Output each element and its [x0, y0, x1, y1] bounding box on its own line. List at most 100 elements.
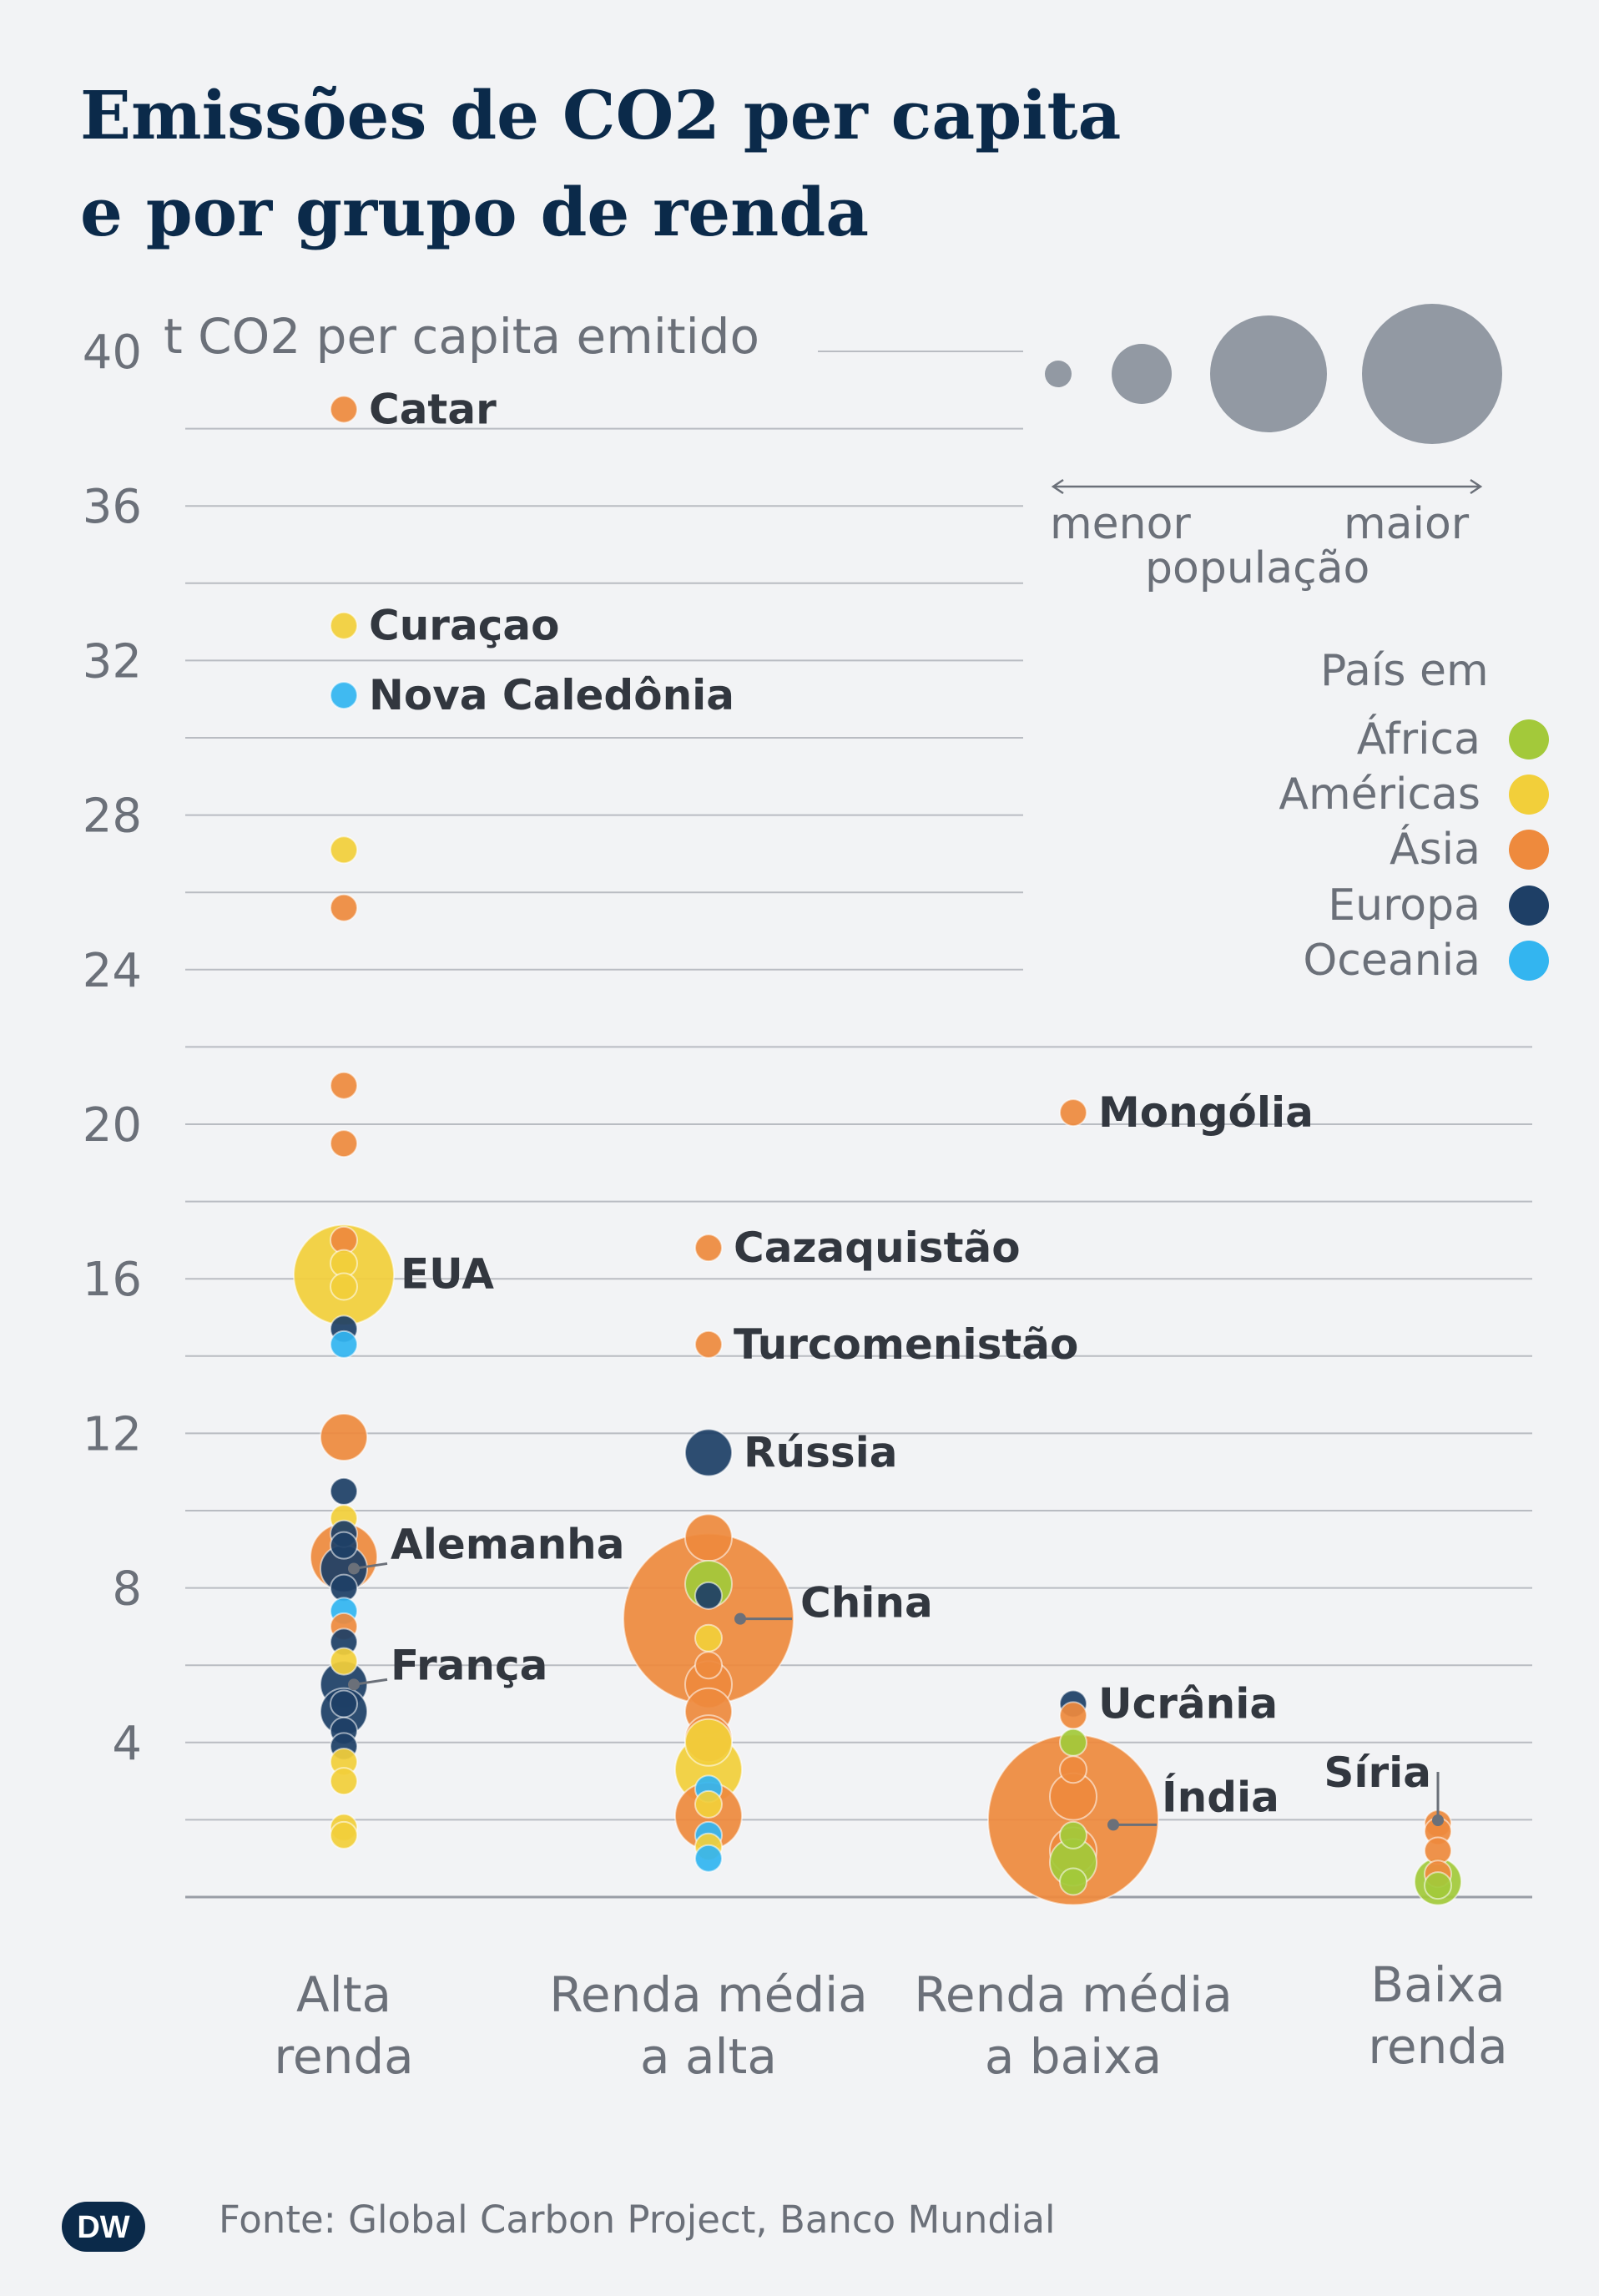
y-tick-label: 32: [83, 634, 142, 689]
country-label: Catar: [369, 385, 497, 433]
country-label: Ucrânia: [1098, 1680, 1278, 1728]
color-legend-label: Américas: [1279, 770, 1480, 820]
source-note: Fonte: Global Carbon Project, Banco Mund…: [219, 2198, 1056, 2242]
size-legend-arrow: [1051, 478, 1483, 495]
bubble: [330, 1272, 358, 1301]
bubble: [330, 1820, 358, 1849]
bubble: [684, 1718, 733, 1767]
x-category-label: Baixa renda: [1368, 1956, 1507, 2075]
y-tick-label: 12: [83, 1407, 142, 1461]
x-category-label: Renda média a baixa: [914, 1966, 1233, 2085]
bubble: [1059, 1867, 1087, 1896]
bubble: [330, 835, 358, 865]
bubble: [694, 1623, 723, 1653]
y-axis-label: t CO2 per capita emitido: [164, 308, 759, 365]
bubble: [684, 1513, 733, 1562]
country-label: Rússia: [744, 1429, 898, 1477]
bubbles: [293, 395, 1462, 1906]
bubble: [1059, 1755, 1087, 1784]
bubble: [330, 1476, 358, 1506]
dw-logo-text: DW: [77, 2210, 129, 2245]
size-legend-bubble: [1210, 315, 1327, 432]
country-label: Mongólia: [1098, 1088, 1314, 1137]
bubble: [694, 1330, 723, 1359]
bubble: [1424, 1871, 1452, 1900]
country-label: Alemanha: [391, 1520, 625, 1568]
color-legend-label: Europa: [1328, 881, 1480, 931]
y-tick-label: 16: [83, 1253, 142, 1307]
bubble: [330, 1689, 358, 1718]
leader-dot: [348, 1562, 360, 1575]
leader-dot: [734, 1612, 746, 1625]
country-label: Nova Caledônia: [369, 671, 734, 719]
bubble: [1059, 1820, 1087, 1849]
x-category-label: Renda média a alta: [549, 1966, 868, 2085]
chart-title-line1: Emissões de CO2 per capita: [80, 76, 1122, 154]
country-label: EUA: [401, 1250, 494, 1299]
bubble: [684, 1428, 733, 1477]
bubble: [330, 1531, 358, 1560]
y-tick-label: 20: [83, 1098, 142, 1153]
bubble: [330, 1647, 358, 1676]
bubble: [330, 681, 358, 710]
y-tick-label: 40: [83, 325, 142, 380]
bubble: [330, 1129, 358, 1158]
chart-title-line2: e por grupo de renda: [80, 173, 870, 251]
y-tick-label: 36: [83, 480, 142, 534]
bubble: [1059, 1728, 1087, 1757]
callouts: Catar Curaçao Nova Caledônia EUA Alemanha Fra…: [348, 385, 1444, 1831]
size-legend-bubble: [1362, 304, 1502, 444]
bubble: [330, 395, 358, 424]
color-legend-swatch: [1509, 719, 1549, 759]
chart-title: Emissões de CO2 per capita e por grupo d…: [80, 67, 1248, 260]
country-label: Curaçao: [369, 602, 559, 650]
bubble: [694, 1581, 723, 1610]
bubble: [330, 1767, 358, 1796]
bubble: [694, 1789, 723, 1819]
y-tick-labels: 4 8 12 16 20 24 28 32 36 40: [83, 325, 142, 1771]
bubble: [320, 1413, 368, 1462]
bubble: [330, 1330, 358, 1359]
gridlines: [185, 351, 1532, 1899]
color-legend-swatch: [1509, 775, 1549, 815]
color-legend-label: Oceania: [1303, 936, 1480, 986]
y-tick-label: 28: [83, 790, 142, 844]
size-legend-bubble: [1112, 344, 1172, 404]
x-category-label: Alta renda: [274, 1966, 413, 2085]
color-legend-swatch: [1509, 941, 1549, 981]
y-tick-label: 24: [83, 944, 142, 998]
y-tick-label: 8: [112, 1562, 142, 1617]
x-category-labels: Alta renda Renda média a alta Renda média a b…: [274, 1956, 1507, 2085]
color-legend-label: África: [1357, 714, 1480, 764]
color-legend-title: País em: [1320, 646, 1489, 696]
bubble: [1059, 1701, 1087, 1730]
country-label: Cazaquistão: [734, 1224, 1021, 1272]
bubble: [694, 1651, 723, 1680]
bubble: [694, 1234, 723, 1263]
leader-dot: [1107, 1819, 1119, 1831]
size-legend-title: população: [1145, 543, 1370, 593]
bubble: [1059, 1098, 1087, 1128]
bubble: [694, 1844, 723, 1873]
country-label: Turcomenistão: [734, 1320, 1078, 1369]
leader-dot: [1432, 1814, 1444, 1827]
country-label: China: [800, 1579, 933, 1627]
bubble: [330, 1071, 358, 1100]
bubble: [330, 893, 358, 922]
color-legend-swatch: [1509, 830, 1549, 870]
size-legend-high-label: maior: [1344, 499, 1470, 549]
y-tick-label: 4: [112, 1717, 142, 1771]
country-label: Síria: [1324, 1748, 1431, 1797]
bubble: [330, 611, 358, 640]
country-label: Índia: [1162, 1772, 1279, 1821]
color-legend-swatch: [1509, 886, 1549, 926]
size-legend: [1045, 304, 1502, 495]
color-legend-label: Ásia: [1390, 824, 1480, 875]
size-legend-bubble: [1045, 361, 1072, 387]
dw-logo: DW: [60, 2198, 150, 2262]
leader-dot: [348, 1678, 360, 1691]
size-legend-low-label: menor: [1050, 499, 1191, 549]
country-label: França: [391, 1641, 547, 1689]
